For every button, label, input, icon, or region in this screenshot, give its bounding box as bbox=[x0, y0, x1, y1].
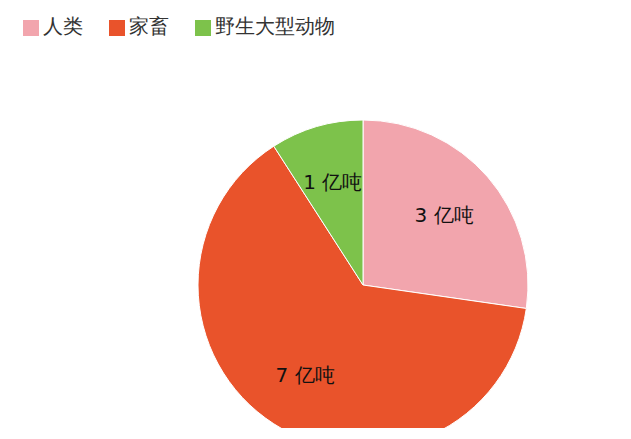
svg-text:7 亿吨: 7 亿吨 bbox=[275, 363, 334, 387]
html-text:人类: 人类 bbox=[43, 14, 83, 38]
html-text:野生大型动物: 野生大型动物 bbox=[215, 14, 335, 38]
svg-text:1 亿吨: 1 亿吨 bbox=[303, 170, 362, 194]
html-text:家畜: 家畜 bbox=[129, 14, 169, 38]
svg-text:3 亿吨: 3 亿吨 bbox=[415, 203, 474, 227]
